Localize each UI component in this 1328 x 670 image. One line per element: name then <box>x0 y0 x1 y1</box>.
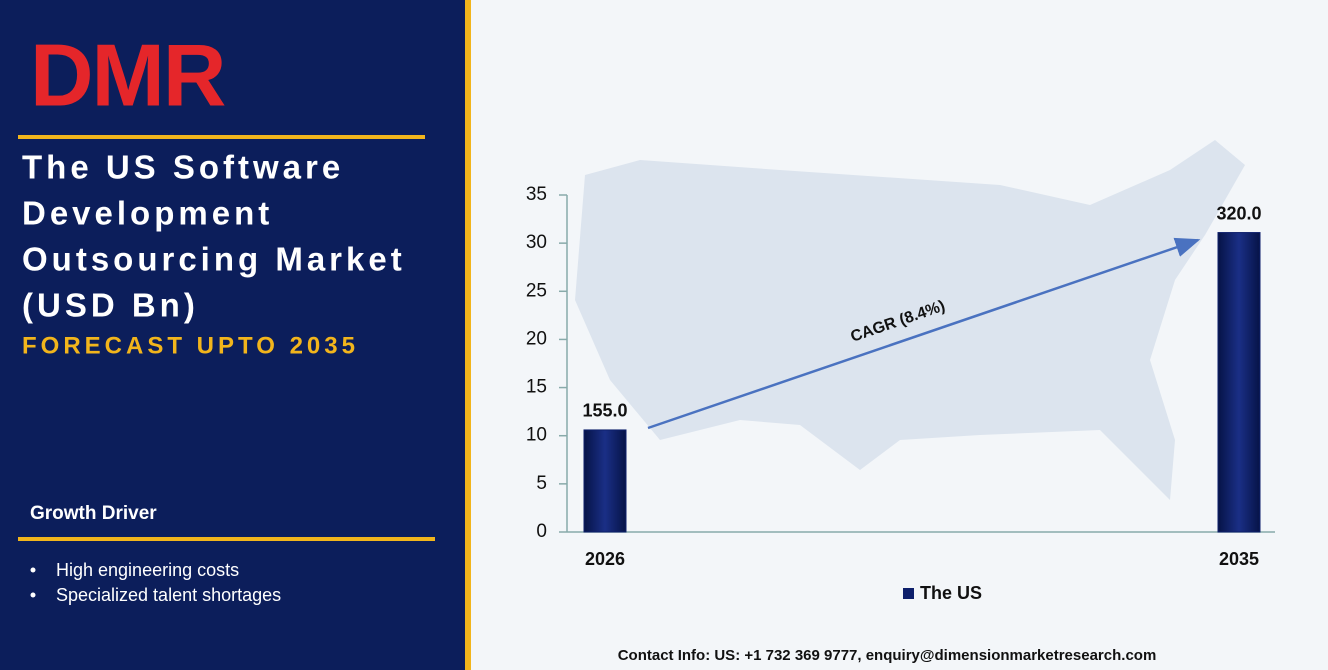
growth-heading: Growth Driver <box>30 503 157 524</box>
title-line: Development <box>22 195 273 232</box>
bullet <box>30 567 36 573</box>
y-tick-label: 10 <box>526 425 547 446</box>
bar-label: 320.0 <box>1216 203 1261 223</box>
map-shape <box>575 140 1245 500</box>
y-tick-label: 20 <box>526 328 547 349</box>
divider <box>465 0 471 670</box>
bar-label: 155.0 <box>582 401 627 421</box>
driver-item: Specialized talent shortages <box>56 585 281 605</box>
y-tick-label: 35 <box>526 184 547 205</box>
title-line: (USD Bn) <box>22 287 199 324</box>
bar <box>1217 232 1261 533</box>
y-tick-label: 5 <box>536 473 547 494</box>
y-tick-label: 0 <box>536 521 547 542</box>
bar <box>583 429 627 533</box>
x-tick-label: 2035 <box>1219 549 1259 569</box>
subtitle: FORECAST UPTO 2035 <box>22 332 359 359</box>
y-tick-label: 15 <box>526 377 547 398</box>
contact: Contact Info: US: +1 732 369 9777, enqui… <box>618 647 1157 664</box>
cagr-arrow <box>647 237 1201 430</box>
left-panel <box>0 0 465 670</box>
driver-item: High engineering costs <box>56 560 239 580</box>
y-tick-label: 25 <box>526 280 547 301</box>
logo: DMR <box>30 25 225 124</box>
title-line: Outsourcing Market <box>22 241 406 278</box>
legend-label: The US <box>920 583 982 603</box>
legend-swatch <box>903 588 914 599</box>
title-line: The US Software <box>22 149 344 186</box>
x-tick-label: 2026 <box>585 549 625 569</box>
bullet <box>30 592 36 598</box>
y-tick-label: 30 <box>526 232 547 253</box>
